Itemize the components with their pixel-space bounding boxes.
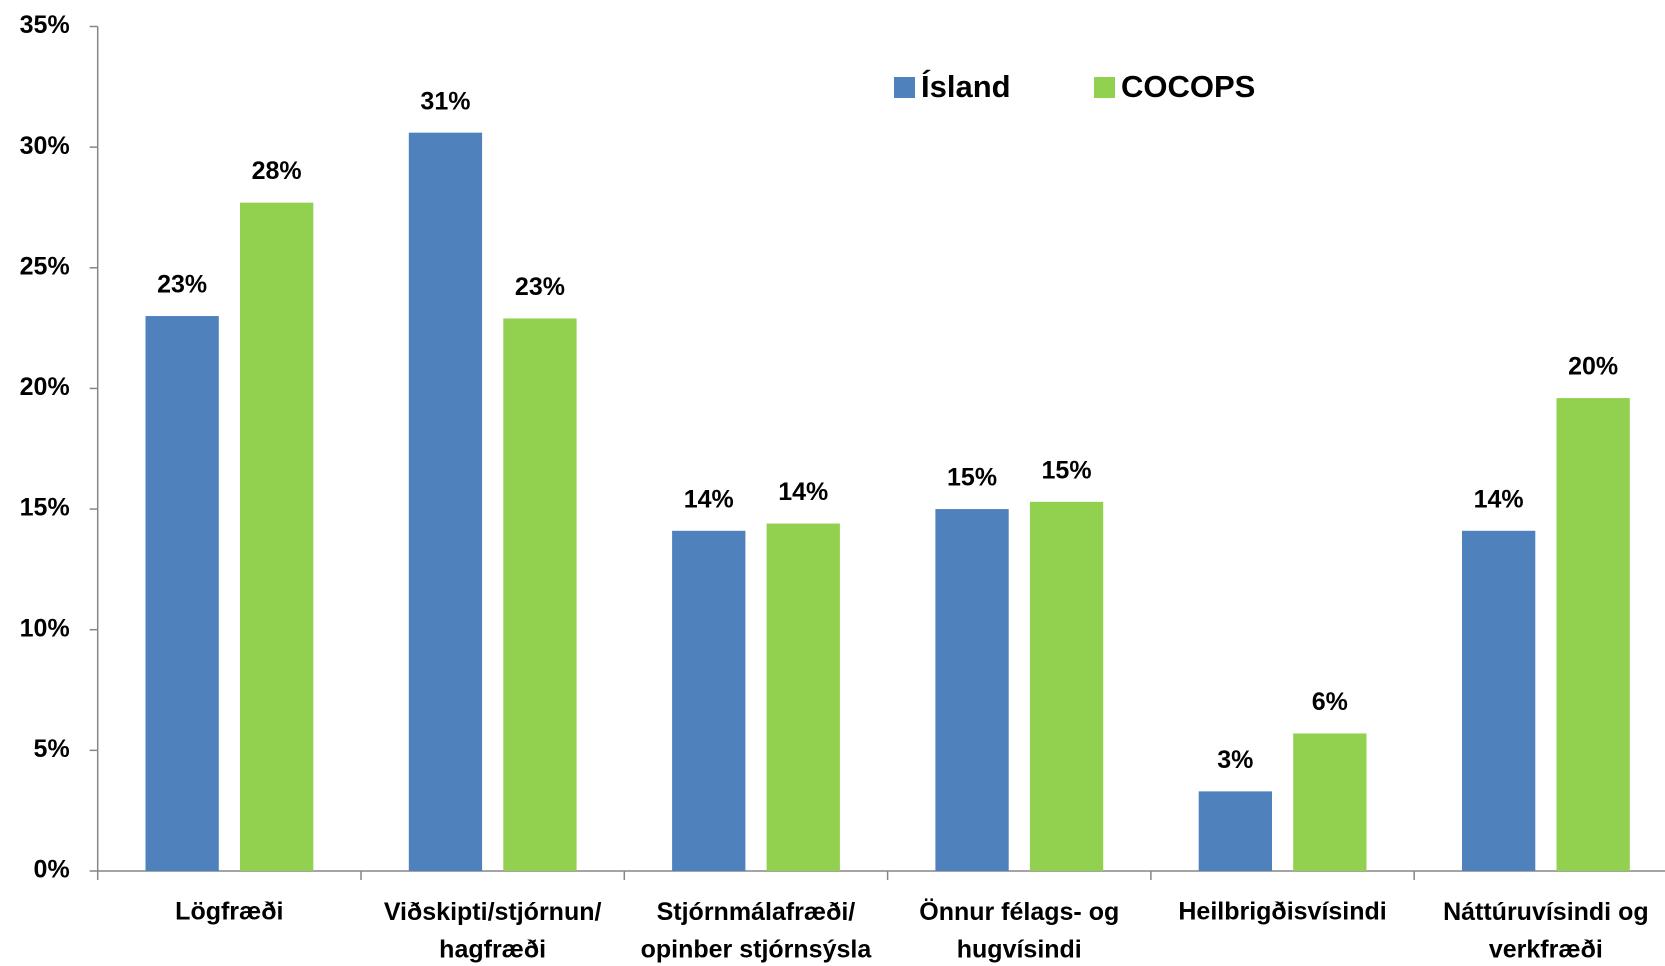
legend-label: Ísland: [921, 69, 1011, 104]
value-label: 15%: [1042, 456, 1092, 484]
x-tick-label: Lögfræði: [175, 898, 283, 926]
x-tick-label: Stjórnmálafræði/opinber stjórnsýsla: [641, 898, 873, 964]
bar: [1462, 530, 1536, 871]
x-tick-label: Heilbrigðisvísindi: [1178, 898, 1386, 926]
legend-swatch: [1094, 77, 1115, 98]
y-tick-label: 30%: [20, 132, 70, 160]
legend-swatch: [894, 77, 915, 98]
bar: [1198, 791, 1272, 871]
value-label: 28%: [252, 157, 302, 185]
y-tick-label: 35%: [20, 11, 70, 39]
bar: [672, 530, 746, 871]
value-label: 20%: [1568, 353, 1618, 381]
value-label: 23%: [515, 273, 565, 301]
value-label: 6%: [1312, 688, 1348, 716]
bar: [408, 132, 483, 871]
value-label: 14%: [778, 478, 828, 506]
bar: [503, 318, 577, 872]
value-label: 14%: [1474, 485, 1524, 513]
bar: [1293, 733, 1367, 871]
value-label: 14%: [684, 485, 734, 513]
bar: [1029, 501, 1104, 871]
x-tick-label: Önnur félags- og hugvísindi: [919, 897, 1119, 964]
y-tick-label: 5%: [34, 735, 70, 763]
y-tick-label: 15%: [20, 494, 70, 522]
bar: [145, 316, 219, 871]
value-label: 15%: [947, 464, 997, 492]
x-tick-label: Náttúruvísindi og verkfræði: [1443, 898, 1649, 964]
y-tick-label: 25%: [20, 252, 70, 280]
y-tick-label: 10%: [20, 614, 70, 642]
value-label: 31%: [420, 87, 470, 115]
x-tick-label: Viðskipti/stjórnun/hagfræði: [384, 898, 602, 964]
legend-label: COCOPS: [1121, 69, 1255, 104]
y-tick-label: 0%: [34, 856, 70, 884]
value-label: 23%: [157, 271, 207, 299]
bar: [766, 523, 840, 871]
bar: [935, 509, 1009, 871]
y-tick-label: 20%: [20, 373, 70, 401]
bar: [240, 202, 314, 872]
value-label: 3%: [1217, 746, 1253, 774]
bar: [1556, 398, 1630, 871]
